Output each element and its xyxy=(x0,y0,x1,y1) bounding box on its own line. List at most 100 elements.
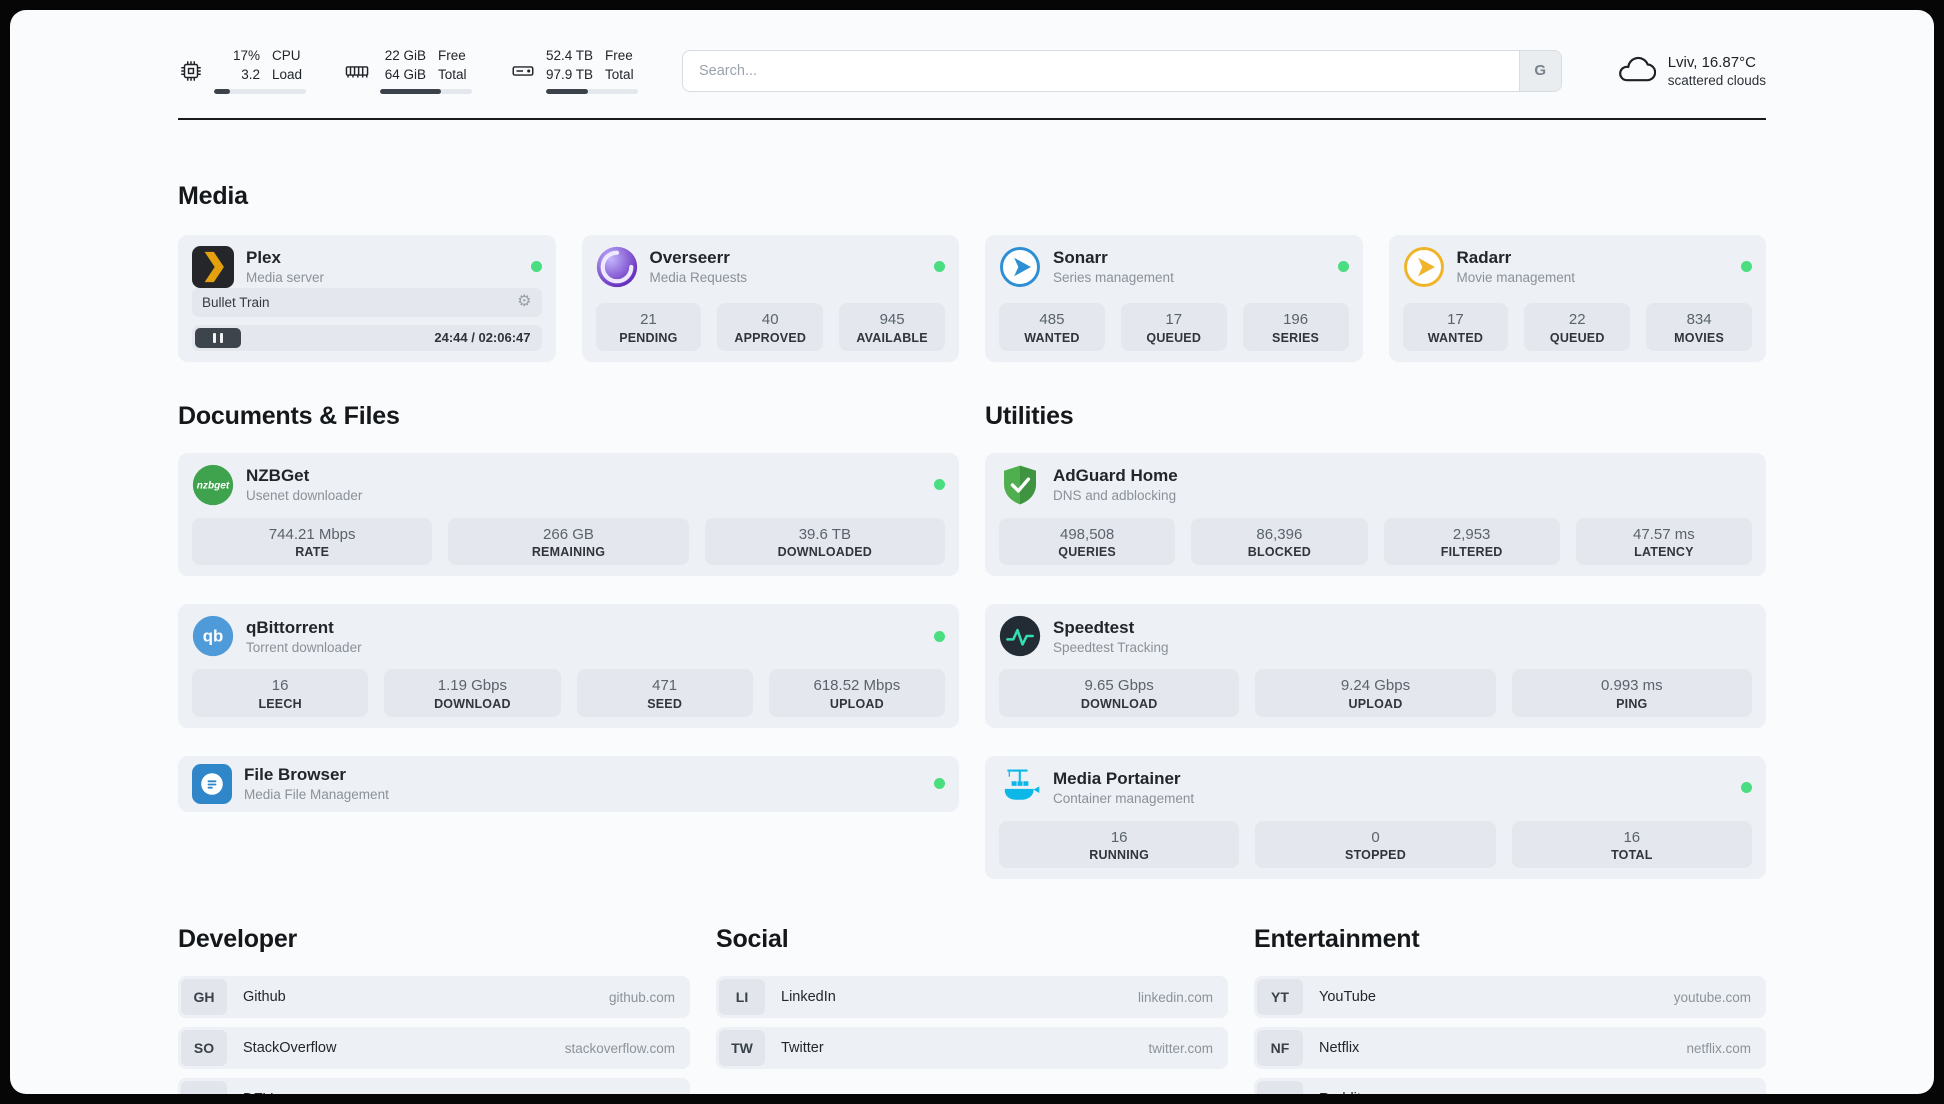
status-dot xyxy=(1337,261,1349,273)
weather-location: Lviv, 16.87°C xyxy=(1667,53,1756,71)
sonarr-card[interactable]: Sonarr Series management 485 WANTED 17 QUE… xyxy=(985,234,1363,362)
section-entertainment: Entertainment YT YouTube youtube.com NF … xyxy=(1254,925,1766,1094)
section-title-media: Media xyxy=(178,181,248,210)
ram-free-value: 22 GiB xyxy=(384,48,426,63)
speedtest-icon xyxy=(999,615,1041,657)
disk-progress-bar xyxy=(546,88,638,94)
qbittorrent-card[interactable]: qb qBittorrent Torrent downloader 16 LEEC… xyxy=(178,604,959,728)
bookmark-url: github.com xyxy=(608,989,675,1005)
search-input[interactable] xyxy=(682,49,1562,92)
bookmark-url: linkedin.com xyxy=(1137,989,1213,1005)
stat-box: 17 WANTED xyxy=(1402,303,1509,351)
stat-box: 16 RUNNING xyxy=(999,820,1240,869)
bookmark-name: DEV xyxy=(243,1091,273,1094)
stat-box: 485 WANTED xyxy=(999,303,1105,351)
bookmark-row-dev[interactable]: DT DEV dev.to xyxy=(178,1078,690,1094)
radarr-icon xyxy=(1403,246,1445,288)
status-dot xyxy=(934,479,945,491)
cpu-percent-label: CPU xyxy=(272,48,301,63)
section-title-documents: Documents & Files xyxy=(178,401,400,430)
stat-box: 21 PENDING xyxy=(595,303,702,351)
app-name: qBittorrent xyxy=(246,617,334,637)
bookmark-name: Twitter xyxy=(781,1040,824,1057)
app-subtitle: Speedtest Tracking xyxy=(1053,639,1169,655)
app-name: Radarr xyxy=(1456,248,1512,268)
weather-widget: Lviv, 16.87°C scattered clouds xyxy=(1616,54,1766,88)
bookmark-row-youtube[interactable]: YT YouTube youtube.com xyxy=(1254,976,1766,1019)
filebrowser-card[interactable]: File Browser Media File Management xyxy=(178,755,959,812)
cpu-icon xyxy=(178,58,204,84)
bookmark-abbr: NF xyxy=(1257,1030,1303,1067)
stat-box: 1.19 Gbps DOWNLOAD xyxy=(384,669,561,717)
bookmark-abbr: YT xyxy=(1257,979,1303,1016)
section-title-developer: Developer xyxy=(178,925,298,954)
bookmark-url: stackoverflow.com xyxy=(564,1040,675,1056)
ram-total-label: Total xyxy=(438,66,467,82)
dashboard-surface: 17% 3.2 CPU Load xyxy=(10,10,1934,1094)
portainer-card[interactable]: Media Portainer Container management 16 R… xyxy=(985,755,1766,880)
stat-box: 47.57 ms LATENCY xyxy=(1575,517,1752,566)
stat-box: 17 QUEUED xyxy=(1120,303,1227,351)
app-subtitle: Media Requests xyxy=(649,270,748,286)
bookmark-name: Reddit xyxy=(1319,1091,1361,1094)
status-dot xyxy=(934,261,945,273)
stat-box: 196 SERIES xyxy=(1242,303,1349,351)
section-media: Media Plex Media server Bullet Train xyxy=(178,182,1766,362)
bookmark-row-linkedin[interactable]: LI LinkedIn linkedin.com xyxy=(716,976,1228,1019)
cpu-progress-bar xyxy=(214,88,306,94)
ram-free-label: Free xyxy=(438,48,466,63)
app-name: Overseerr xyxy=(649,248,730,268)
plex-icon xyxy=(192,245,234,288)
stat-box: 86,396 BLOCKED xyxy=(1191,517,1368,566)
stat-box: 16 LEECH xyxy=(192,669,369,717)
app-name: NZBGet xyxy=(246,466,310,486)
app-name: Plex xyxy=(246,248,281,268)
weather-cloud-icon xyxy=(1616,56,1656,86)
adguard-card[interactable]: AdGuard Home DNS and adblocking 498,508 Q… xyxy=(985,452,1766,577)
cpu-percent-value: 17% xyxy=(232,48,260,63)
media-grid: Plex Media server Bullet Train ⚙ 24:44 /… xyxy=(178,234,1766,362)
bookmark-row-stackoverflow[interactable]: SO StackOverflow stackoverflow.com xyxy=(178,1027,690,1070)
system-stats: 17% 3.2 CPU Load xyxy=(178,48,638,94)
stat-box: 834 MOVIES xyxy=(1646,303,1752,351)
adguard-icon xyxy=(999,464,1041,506)
bookmark-name: StackOverflow xyxy=(243,1040,337,1057)
nzbget-card[interactable]: nzbget NZBGet Usenet downloader 744.21 M… xyxy=(178,452,959,577)
gear-icon[interactable]: ⚙ xyxy=(517,293,532,311)
bookmark-row-netflix[interactable]: NF Netflix netflix.com xyxy=(1254,1027,1766,1070)
bookmark-name: Github xyxy=(243,989,286,1006)
bookmark-row-twitter[interactable]: TW Twitter twitter.com xyxy=(716,1027,1228,1070)
app-subtitle: Movie management xyxy=(1456,270,1576,286)
bookmark-row-github[interactable]: GH Github github.com xyxy=(178,976,690,1019)
bookmark-row-reddit[interactable]: RE Reddit reddit.com xyxy=(1254,1078,1766,1094)
app-subtitle: DNS and adblocking xyxy=(1053,488,1177,504)
header: 17% 3.2 CPU Load xyxy=(178,48,1766,94)
stat-box: 266 GB REMAINING xyxy=(448,517,689,566)
radarr-card[interactable]: Radarr Movie management 17 WANTED 22 QUEUE… xyxy=(1388,234,1766,362)
stat-box: 9.24 Gbps UPLOAD xyxy=(1255,669,1496,717)
app-name: Media Portainer xyxy=(1053,769,1181,789)
pause-icon[interactable] xyxy=(195,327,241,348)
bookmark-url: reddit.com xyxy=(1688,1092,1751,1094)
section-utilities: Utilities AdGuard Home DNS and adblockin… xyxy=(985,402,1766,880)
playback-progress-bar: 24:44 / 02:06:47 xyxy=(192,324,542,351)
disk-total-label: Total xyxy=(605,66,634,82)
ram-widget: 22 GiB 64 GiB Free Total xyxy=(344,48,472,94)
stat-box: 498,508 QUERIES xyxy=(999,517,1176,566)
app-name: Speedtest xyxy=(1053,617,1135,637)
playback-time: 24:44 / 02:06:47 xyxy=(434,330,531,346)
plex-card[interactable]: Plex Media server Bullet Train ⚙ 24:44 /… xyxy=(178,234,556,362)
bookmark-url: dev.to xyxy=(639,1092,675,1094)
stat-box: 471 SEED xyxy=(576,669,753,717)
search-engine-button[interactable]: G xyxy=(1518,50,1561,91)
overseerr-card[interactable]: Overseerr Media Requests 21 PENDING 40 APP… xyxy=(581,234,959,362)
app-name: AdGuard Home xyxy=(1053,466,1178,486)
bookmark-abbr: GH xyxy=(181,979,227,1016)
weather-condition: scattered clouds xyxy=(1667,72,1766,88)
app-subtitle: Media server xyxy=(246,270,325,286)
speedtest-card[interactable]: Speedtest Speedtest Tracking 9.65 Gbps DO… xyxy=(985,604,1766,728)
stat-box: 945 AVAILABLE xyxy=(839,303,945,351)
sonarr-icon xyxy=(999,246,1041,288)
app-subtitle: Usenet downloader xyxy=(246,488,363,504)
